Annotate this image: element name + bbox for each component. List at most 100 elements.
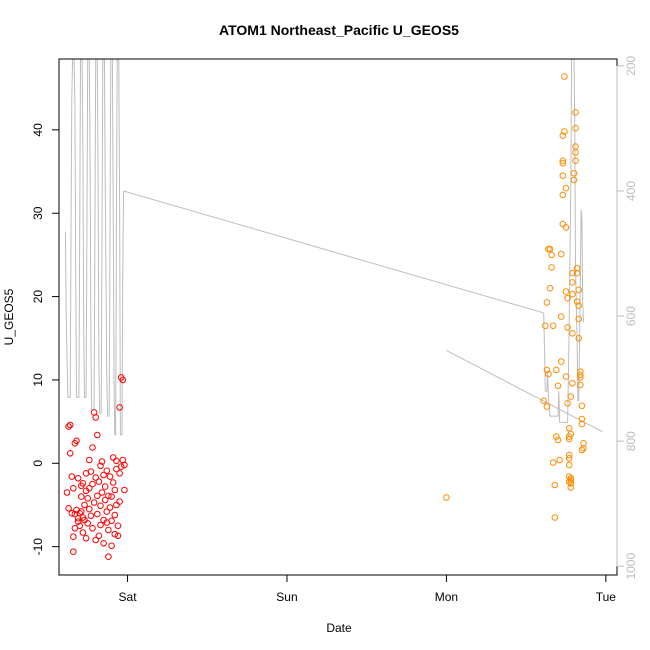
- point-flight-1-26: [81, 501, 88, 509]
- x-tick-label: Tue: [596, 590, 617, 604]
- point-flight-2-16: [553, 366, 560, 374]
- point-flight-1-8: [70, 485, 77, 492]
- point-flight-1-7: [70, 533, 77, 541]
- y-tick-label: 10: [31, 373, 45, 387]
- point-flight-2-41: [565, 425, 573, 432]
- secondary-tick-label: 200: [624, 56, 638, 76]
- point-flight-2-60: [570, 169, 578, 177]
- data-points: [63, 73, 587, 561]
- point-flight-2-64: [572, 124, 579, 132]
- point-flight-1-36: [87, 468, 95, 475]
- y-tick-label: 20: [31, 290, 45, 304]
- point-flight-1-67: [106, 504, 114, 511]
- point-flight-1-82: [116, 498, 123, 505]
- point-flight-2-0: [443, 494, 450, 501]
- point-flight-1-18: [76, 510, 83, 517]
- x-tick-label: Sat: [119, 590, 138, 604]
- point-flight-1-25: [79, 480, 87, 487]
- point-flight-1-9: [70, 548, 77, 556]
- point-flight-1-90: [121, 461, 128, 469]
- point-flight-2-29: [559, 132, 567, 139]
- point-flight-1-74: [111, 530, 119, 538]
- point-flight-1-70: [108, 493, 115, 500]
- point-flight-2-9: [546, 284, 554, 292]
- point-flight-1-73: [109, 479, 117, 486]
- point-flight-1-43: [92, 536, 99, 544]
- point-flight-1-62: [103, 508, 111, 515]
- point-flight-1-87: [119, 376, 127, 384]
- point-flight-1-39: [89, 525, 96, 532]
- point-flight-2-11: [548, 264, 555, 271]
- point-flight-1-40: [89, 444, 96, 451]
- point-flight-2-75: [577, 381, 584, 389]
- point-flight-2-5: [543, 299, 551, 306]
- secondary-tick-label: 600: [624, 306, 638, 326]
- point-flight-1-32: [84, 495, 91, 502]
- point-flight-1-19: [76, 522, 83, 530]
- point-flight-1-42: [90, 499, 98, 506]
- point-flight-2-46: [565, 473, 573, 480]
- point-flight-1-12: [71, 510, 79, 518]
- point-flight-1-38: [89, 480, 96, 488]
- point-flight-2-36: [564, 324, 571, 331]
- point-flight-2-70: [575, 302, 583, 310]
- point-flight-2-20: [556, 456, 563, 464]
- point-flight-2-67: [573, 269, 581, 277]
- point-flight-2-3: [543, 403, 551, 410]
- point-flight-2-1: [540, 397, 548, 405]
- point-flight-1-84: [116, 404, 123, 411]
- point-flight-1-51: [97, 462, 104, 470]
- point-flight-2-58: [569, 269, 576, 277]
- secondary-tick-label: 800: [624, 431, 638, 451]
- point-flight-2-79: [578, 415, 586, 423]
- point-flight-2-14: [551, 514, 559, 521]
- point-flight-1-49: [95, 532, 103, 540]
- point-flight-1-75: [111, 511, 119, 519]
- point-flight-1-80: [114, 522, 122, 530]
- point-flight-2-10: [548, 251, 555, 259]
- point-flight-2-37: [564, 294, 571, 302]
- point-flight-2-48: [567, 475, 575, 482]
- point-flight-1-33: [86, 456, 93, 464]
- y-tick-label: -10: [31, 538, 45, 556]
- point-flight-1-89: [121, 486, 128, 494]
- point-flight-2-71: [575, 335, 583, 342]
- point-flight-2-54: [569, 380, 576, 387]
- point-flight-2-65: [572, 109, 579, 116]
- point-flight-2-38: [564, 400, 571, 407]
- point-flight-2-26: [559, 172, 567, 179]
- y-tick-label: 0: [31, 460, 45, 467]
- point-flight-1-35: [86, 485, 93, 492]
- point-flight-1-63: [103, 467, 111, 475]
- point-flight-1-5: [68, 473, 76, 480]
- point-flight-2-56: [569, 290, 576, 298]
- x-tick-label: Sun: [276, 590, 297, 604]
- point-flight-1-47: [94, 431, 101, 439]
- point-flight-2-68: [573, 264, 581, 272]
- y-tick-label: 40: [31, 123, 45, 137]
- point-flight-1-2: [65, 505, 72, 512]
- point-flight-2-44: [565, 451, 573, 459]
- point-flight-1-81: [114, 532, 122, 540]
- point-flight-2-2: [542, 322, 549, 330]
- point-flight-2-6: [545, 370, 552, 378]
- point-flight-2-43: [565, 455, 573, 462]
- point-flight-1-45: [92, 414, 99, 421]
- point-flight-1-34: [86, 505, 93, 513]
- point-flight-2-34: [562, 288, 570, 295]
- point-flight-2-8: [546, 245, 554, 253]
- point-flight-1-50: [95, 478, 103, 485]
- point-flight-1-86: [117, 463, 125, 470]
- pressure-trace-segment: [446, 350, 603, 433]
- chart-title: ATOM1 Northeast_Pacific U_GEOS5: [219, 22, 459, 38]
- point-flight-1-3: [66, 421, 74, 429]
- point-flight-2-42: [565, 461, 573, 469]
- point-flight-1-59: [101, 496, 109, 504]
- point-flight-2-13: [549, 459, 557, 466]
- secondary-tick-label: 400: [624, 181, 638, 201]
- point-flight-2-19: [554, 436, 562, 444]
- point-flight-1-71: [108, 542, 115, 550]
- point-flight-1-0: [63, 489, 71, 496]
- point-flight-2-23: [557, 250, 565, 258]
- y-tick-label: 30: [31, 206, 45, 220]
